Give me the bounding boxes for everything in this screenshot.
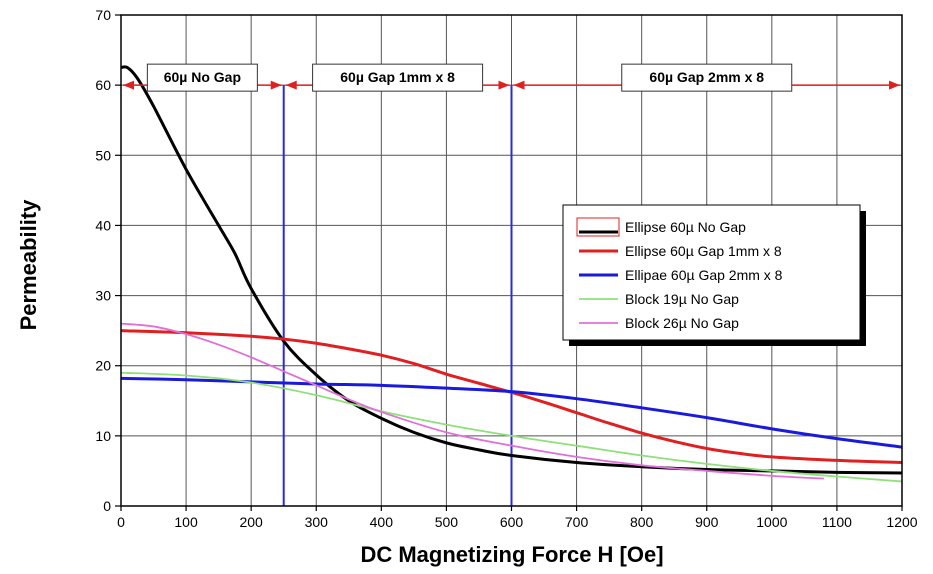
y-tick-label-50: 50 bbox=[95, 147, 111, 163]
legend-entry-2: Ellipae 60µ Gap 2mm x 8 bbox=[579, 267, 783, 283]
legend-label-1: Ellipse 60µ Gap 1mm x 8 bbox=[625, 243, 782, 259]
y-tick-label-60: 60 bbox=[95, 77, 111, 93]
x-tick-label-1100: 1100 bbox=[822, 514, 852, 530]
region-arrowhead-left-1 bbox=[285, 80, 297, 90]
region-arrowhead-right-1 bbox=[498, 80, 510, 90]
y-tick-label-40: 40 bbox=[95, 217, 111, 233]
x-tick-label-400: 400 bbox=[370, 514, 394, 530]
y-tick-labels: 0 10 20 30 40 50 60 70 bbox=[95, 7, 111, 514]
legend-highlight-box bbox=[576, 217, 620, 237]
region-label-0: 60µ No Gap bbox=[164, 69, 241, 85]
legend-box bbox=[562, 204, 861, 341]
legend-entry-0: Ellipse 60µ No Gap bbox=[576, 217, 746, 237]
x-tick-label-800: 800 bbox=[630, 514, 654, 530]
y-tick-label-0: 0 bbox=[103, 498, 111, 514]
x-tick-label-900: 900 bbox=[695, 514, 719, 530]
y-tick-label-10: 10 bbox=[95, 428, 111, 444]
legend-label-2: Ellipae 60µ Gap 2mm x 8 bbox=[625, 267, 783, 283]
region-label-1: 60µ Gap 1mm x 8 bbox=[340, 69, 455, 85]
legend-label-3: Block 19µ No Gap bbox=[625, 291, 739, 307]
region-label-box-0 bbox=[146, 63, 258, 92]
x-tick-label-700: 700 bbox=[565, 514, 589, 530]
region-label-box-1 bbox=[312, 63, 484, 92]
x-tick-label-500: 500 bbox=[435, 514, 459, 530]
x-tick-label-200: 200 bbox=[239, 514, 263, 530]
series-line-3 bbox=[120, 371, 903, 483]
series-lines bbox=[120, 65, 903, 483]
region-label-2: 60µ Gap 2mm x 8 bbox=[649, 69, 764, 85]
x-tick-label-0: 0 bbox=[117, 514, 125, 530]
region-annotation-0: 60µ No Gap bbox=[123, 63, 282, 92]
plot-area-frame bbox=[115, 14, 903, 511]
series-line-4 bbox=[120, 322, 824, 480]
legend-entry-1: Ellipse 60µ Gap 1mm x 8 bbox=[579, 243, 782, 259]
x-tick-label-1000: 1000 bbox=[756, 514, 787, 530]
legend-entry-3: Block 19µ No Gap bbox=[579, 291, 739, 307]
region-arrowhead-left-0 bbox=[123, 80, 134, 90]
x-tick-label-1200: 1200 bbox=[886, 514, 917, 530]
region-arrowhead-right-2 bbox=[889, 80, 900, 90]
region-annotation-2: 60µ Gap 2mm x 8 bbox=[513, 63, 900, 92]
x-tick-label-300: 300 bbox=[305, 514, 329, 530]
x-tick-labels: 0 100 200 300 400 500 600 700 800 900 1000 1100 1200 bbox=[117, 514, 918, 530]
region-annotation-1: 60µ Gap 1mm x 8 bbox=[285, 63, 510, 92]
legend-entry-4: Block 26µ No Gap bbox=[579, 315, 739, 331]
region-annotations: 60µ No Gap 60µ Gap 1mm x 8 60µ Gap 2mm x 8 bbox=[123, 63, 900, 92]
y-tick-label-30: 30 bbox=[95, 288, 111, 304]
y-tick-label-70: 70 bbox=[95, 7, 111, 23]
region-arrowhead-right-0 bbox=[270, 80, 282, 90]
legend-label-0: Ellipse 60µ No Gap bbox=[625, 219, 746, 235]
y-tick-label-20: 20 bbox=[95, 358, 111, 374]
x-tick-label-100: 100 bbox=[174, 514, 198, 530]
region-arrowhead-left-2 bbox=[513, 80, 525, 90]
legend-label-4: Block 26µ No Gap bbox=[625, 315, 739, 331]
x-axis-title: DC Magnetizing Force H [Oe] bbox=[360, 542, 663, 567]
legend: Ellipse 60µ No Gap Ellipse 60µ Gap 1mm x … bbox=[562, 204, 866, 346]
y-axis-title: Permeability bbox=[16, 199, 41, 331]
x-tick-label-600: 600 bbox=[500, 514, 524, 530]
region-label-box-2 bbox=[621, 63, 793, 92]
